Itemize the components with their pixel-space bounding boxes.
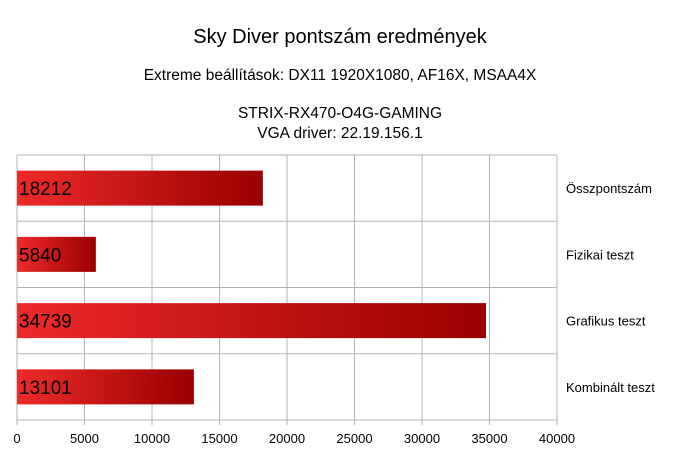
bar [17, 170, 263, 206]
bar [17, 369, 194, 405]
bar-value-label: 5840 [19, 245, 61, 266]
category-label: Kombinált teszt [566, 380, 655, 395]
chart-subtitle-line-2: VGA driver: 22.19.156.1 [257, 125, 423, 142]
x-tick-label: 30000 [404, 431, 440, 446]
chart-title: Sky Diver pontszám eredmények [193, 26, 487, 48]
x-axis-ticks: 0 5000 10000 15000 20000 25000 30000 35000 40000 [13, 431, 575, 446]
x-tick-label: 40000 [539, 431, 575, 446]
bar-value-label: 13101 [19, 378, 72, 399]
category-label: Grafikus teszt [566, 314, 646, 329]
x-tick-label: 0 [13, 431, 20, 446]
x-tick-label: 5000 [70, 431, 99, 446]
bar-value-label: 34739 [19, 312, 72, 333]
chart-subtitle-line-1: STRIX-RX470-O4G-GAMING [237, 105, 443, 122]
x-tick-label: 25000 [336, 431, 372, 446]
category-label: Összpontszám [566, 181, 652, 196]
x-tick-label: 10000 [134, 431, 170, 446]
category-labels: Összpontszám Fizikai teszt Grafikus teszt K… [566, 181, 655, 395]
bars: 18212 5840 34739 13101 [17, 170, 486, 405]
x-tick-label: 15000 [201, 431, 237, 446]
bar-value-label: 18212 [19, 179, 72, 200]
chart-subtitle: Extreme beállítások: DX11 1920X1080, AF1… [143, 67, 537, 84]
bar [17, 303, 486, 339]
x-tick-label: 20000 [269, 431, 305, 446]
bar [17, 236, 96, 272]
category-label: Fizikai teszt [566, 247, 634, 262]
x-tick-label: 35000 [471, 431, 507, 446]
